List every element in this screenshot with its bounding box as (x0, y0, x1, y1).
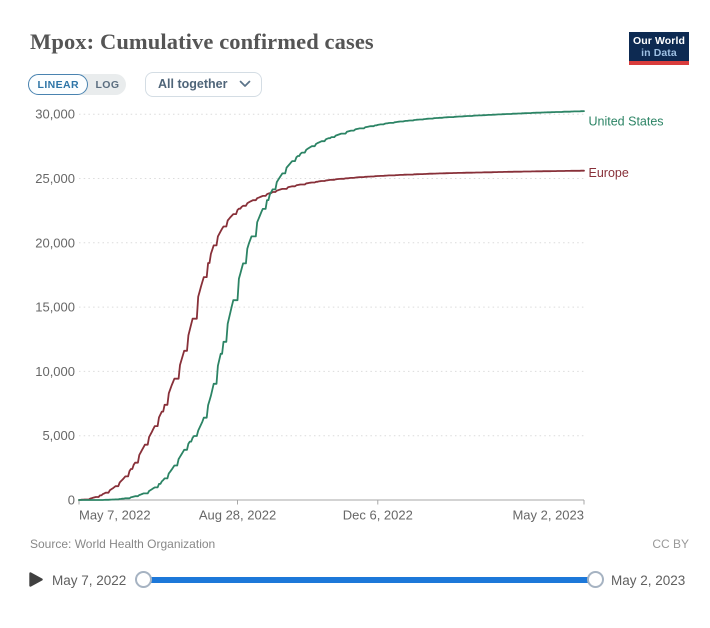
timeline: May 7, 2022 May 2, 2023 (0, 560, 710, 605)
x-tick-label: May 7, 2022 (79, 508, 151, 523)
x-tick-label: Aug 28, 2022 (199, 508, 276, 523)
license-note[interactable]: CC BY (652, 537, 689, 551)
owid-logo-line2: in Data (641, 46, 677, 59)
series-line-europe (78, 169, 585, 501)
y-tick-label: 30,000 (35, 107, 75, 122)
play-button[interactable] (29, 572, 43, 587)
line-chart: 0 5,000 10,000 15,000 20,000 25,000 30,000 May … (35, 107, 664, 523)
owid-logo[interactable]: Our World in Data (629, 32, 689, 65)
source-note: Source: World Health Organization (30, 537, 216, 551)
y-tick-label: 15,000 (35, 300, 75, 315)
timeline-end-handle[interactable] (587, 571, 604, 588)
timeline-start-date: May 7, 2022 (52, 572, 127, 588)
series-line-united-states (78, 110, 585, 501)
owid-logo-line1: Our World (632, 34, 686, 47)
entity-dropdown-value: All together (158, 77, 228, 91)
series-label-europe[interactable]: Europe (589, 166, 629, 180)
y-tick-label: 0 (68, 493, 75, 508)
play-icon (29, 572, 43, 587)
timeline-start-handle[interactable] (135, 571, 152, 588)
scale-toggle: LINEAR LOG (28, 74, 127, 95)
log-button[interactable]: LOG (88, 74, 126, 95)
timeline-track[interactable] (143, 576, 596, 583)
chart-title: Mpox: Cumulative confirmed cases (30, 29, 374, 54)
y-tick-label: 20,000 (35, 235, 75, 250)
y-tick-label: 5,000 (42, 428, 75, 443)
linear-button[interactable]: LINEAR (28, 74, 89, 95)
timeline-end-date: May 2, 2023 (611, 572, 686, 588)
x-tick-label: May 2, 2023 (512, 508, 584, 523)
x-tick-label: Dec 6, 2022 (343, 508, 413, 523)
entity-dropdown[interactable]: All together (145, 71, 262, 97)
y-tick-label: 25,000 (35, 171, 75, 186)
series-label-united-states[interactable]: United States (589, 115, 664, 129)
chevron-down-icon (239, 80, 251, 87)
y-tick-label: 10,000 (35, 364, 75, 379)
